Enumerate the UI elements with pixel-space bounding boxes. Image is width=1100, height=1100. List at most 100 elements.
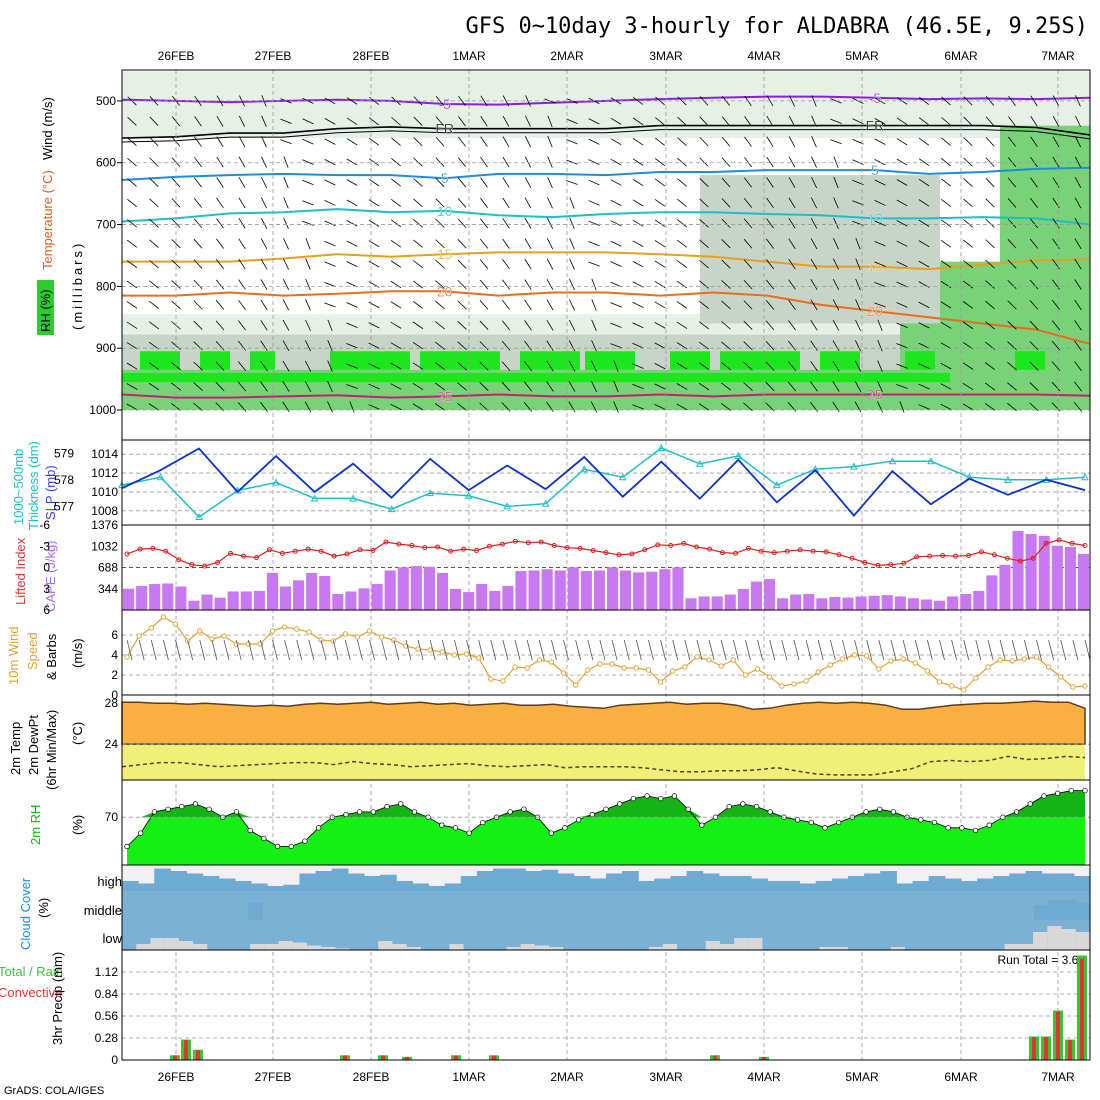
wind-barb	[588, 220, 600, 226]
precip-tick: 0.28	[95, 1031, 119, 1045]
wind-barb	[896, 199, 908, 207]
wind-barb	[810, 238, 818, 250]
cloud-low-clear	[890, 947, 905, 950]
wind-speed-marker	[815, 669, 821, 675]
wind-speed-marker	[378, 634, 385, 640]
precip-tick: 0.84	[95, 987, 119, 1001]
wind-barb	[832, 278, 840, 291]
wind-barb	[610, 199, 622, 206]
wind-barb	[524, 197, 532, 209]
wind-barb	[654, 322, 666, 329]
precip-ylabel-units: 3hr Precip (mm)	[50, 952, 65, 1045]
wind-barb	[1052, 156, 1060, 168]
cloud-cover-bar	[638, 881, 655, 891]
cape-tick: 1376	[91, 518, 118, 532]
wind-barb	[502, 218, 510, 229]
wind-barb	[1007, 402, 1017, 411]
rh-marker	[726, 803, 732, 810]
wind-barb	[215, 381, 225, 392]
wind-barb	[260, 217, 268, 229]
cloud-cover-bar	[509, 868, 526, 891]
wind-barb	[1007, 279, 1017, 290]
cloud-cover-bar	[944, 878, 962, 891]
wind-barb	[1074, 156, 1082, 168]
slp-line	[121, 447, 1086, 517]
cape-bar	[633, 572, 645, 610]
thickness-marker	[1004, 475, 1012, 483]
cape-bar	[306, 572, 318, 610]
wind-barb	[566, 180, 578, 185]
wind-barb	[985, 136, 995, 147]
wind-barb	[1007, 320, 1017, 330]
surface-wind-barb	[284, 639, 291, 661]
wind-barb	[1007, 198, 1017, 208]
wind-barb	[261, 156, 267, 168]
wind-barb	[193, 300, 203, 310]
wind-barb	[434, 362, 446, 371]
cape-bar	[986, 575, 998, 610]
wind-barb	[524, 340, 532, 351]
wind-barb	[260, 401, 268, 412]
wind-tick: 0	[111, 688, 118, 702]
footer-credit: GrADS: COLA/IGES	[4, 1085, 104, 1097]
wind-barb	[216, 156, 224, 168]
wind-barb	[855, 258, 861, 270]
surface-wind-barb	[1072, 639, 1079, 661]
rh-marker	[124, 843, 130, 850]
wind-barb	[766, 95, 774, 107]
lifted-index-tick: 3	[43, 582, 50, 596]
lifted-index-marker	[150, 545, 156, 551]
wind-barb	[677, 198, 687, 207]
wind-barb	[149, 116, 159, 126]
wind-barb	[654, 404, 666, 410]
wind-barb	[282, 319, 290, 331]
wind-barb	[896, 384, 908, 389]
wind-barb	[962, 382, 974, 391]
wind-speed-marker	[488, 676, 494, 682]
thickness-marker	[195, 512, 203, 521]
wind-barb	[699, 218, 709, 228]
lifted-index-tick: 6	[43, 603, 50, 617]
wind-barb	[238, 279, 246, 290]
wind-speed-marker	[585, 667, 591, 673]
wind-barb	[457, 239, 467, 249]
wind-barb	[1007, 382, 1017, 391]
wind-barb	[194, 136, 202, 147]
wind-barb	[412, 382, 424, 391]
surface-wind-barb	[199, 639, 206, 661]
wind-barb	[940, 362, 952, 370]
wind-barb	[216, 238, 224, 249]
wind-barb	[523, 381, 533, 392]
thickness-marker	[541, 499, 550, 507]
lifted-index-marker	[266, 547, 272, 553]
wind-barb	[1029, 279, 1039, 290]
wind-barb	[390, 362, 402, 370]
surface-wind-barb	[878, 639, 885, 661]
wind-barb	[676, 280, 688, 289]
wind-barb	[126, 260, 138, 268]
cape-bar	[293, 580, 305, 610]
wind-barb	[918, 178, 930, 187]
upper-ylabel-temperature: Temperature (°C)	[40, 170, 55, 270]
wind-barb	[941, 96, 951, 106]
wind-speed-marker	[1009, 658, 1015, 664]
wind-barb	[744, 116, 752, 127]
lifted-index-marker	[681, 540, 687, 546]
cloud-low-clear	[662, 944, 678, 950]
wind-barb	[1074, 320, 1082, 331]
wind-speed-marker	[306, 629, 312, 635]
wind-barb	[368, 363, 380, 370]
rh-marker	[972, 827, 979, 834]
wind-barb	[918, 363, 930, 370]
wind-barb	[810, 381, 818, 392]
wind-barb	[458, 116, 466, 127]
wind-barb	[283, 238, 289, 250]
wind-speed-marker	[864, 653, 870, 659]
wind-barb	[765, 279, 775, 290]
wind-barb	[171, 239, 181, 249]
wind-barb	[1007, 361, 1017, 371]
wind-speed-marker	[888, 658, 894, 664]
wind-barb	[413, 239, 423, 248]
wind-barb	[1051, 320, 1061, 331]
wind-barb	[765, 402, 775, 412]
